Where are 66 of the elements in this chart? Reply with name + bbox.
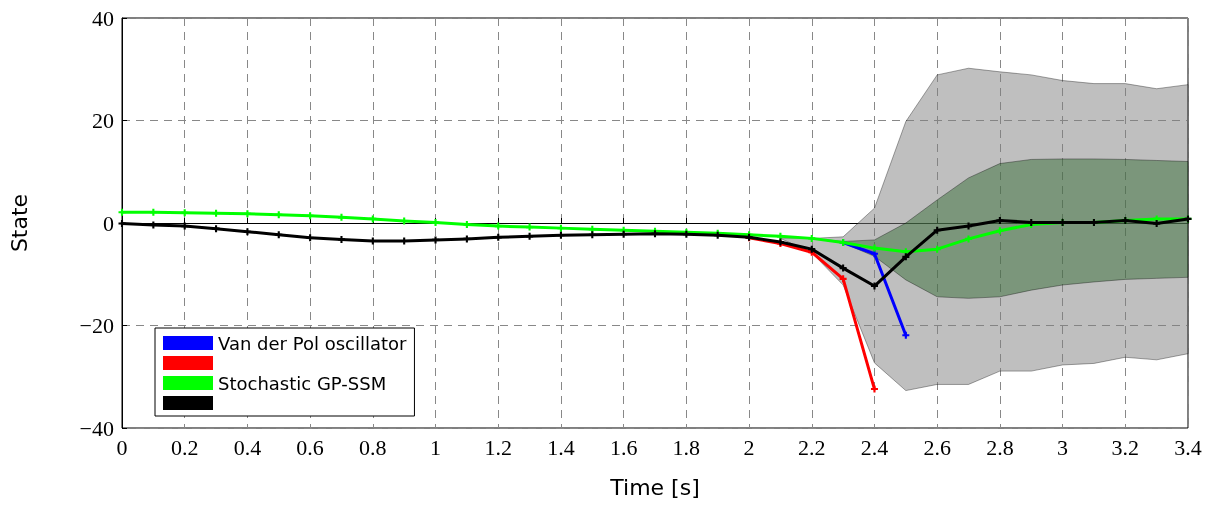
- x-tick-label: 1.6: [609, 434, 638, 460]
- y-tick-label: 20: [92, 108, 114, 133]
- point: [149, 208, 157, 216]
- y-tick-label: −40: [79, 415, 114, 441]
- point: [965, 222, 973, 230]
- point: [275, 231, 283, 239]
- point: [526, 232, 534, 240]
- point: [275, 211, 283, 219]
- x-tick-label: 2.2: [798, 434, 826, 460]
- x-tick-label: 1.2: [484, 434, 512, 460]
- point: [933, 226, 941, 234]
- point: [306, 234, 314, 242]
- point: [965, 235, 973, 243]
- point: [463, 235, 471, 243]
- point: [996, 216, 1004, 224]
- point: [494, 222, 502, 230]
- point: [839, 275, 847, 283]
- x-axis-title: Time [s]: [609, 474, 700, 500]
- x-tick-label: 1.8: [672, 434, 701, 460]
- point: [181, 209, 189, 217]
- point: [839, 264, 847, 272]
- point: [306, 212, 314, 220]
- x-tick-label: 0.8: [359, 434, 387, 460]
- point: [620, 230, 628, 238]
- y-tick-label: 0: [103, 210, 114, 236]
- point: [588, 231, 596, 239]
- x-tick-label: 0.6: [296, 434, 324, 460]
- point: [463, 221, 471, 229]
- legend-label: Stochastic GP-SSM: [218, 372, 387, 394]
- point: [870, 385, 878, 393]
- x-tick-label: 2.8: [986, 434, 1014, 460]
- point: [902, 253, 910, 261]
- x-tick-label: 1.4: [547, 434, 575, 460]
- x-tick-label: 0.4: [233, 434, 262, 460]
- point: [526, 223, 534, 231]
- legend-label: Van der Pol oscillator: [218, 332, 408, 354]
- point: [494, 233, 502, 241]
- point: [369, 215, 377, 223]
- point: [870, 244, 878, 252]
- x-tick-label: 2.6: [923, 434, 951, 460]
- point: [557, 224, 565, 232]
- x-tick-label: 1: [430, 434, 442, 460]
- y-tick-label: 40: [92, 5, 114, 31]
- x-tick-label: 3.4: [1174, 434, 1202, 460]
- point: [870, 282, 878, 290]
- point: [118, 220, 126, 228]
- point: [243, 210, 251, 218]
- point: [808, 234, 816, 242]
- x-tick-label: 2: [743, 434, 755, 460]
- x-tick-label: 0.2: [170, 434, 199, 460]
- point: [212, 209, 220, 217]
- point: [337, 213, 345, 221]
- point: [902, 331, 910, 339]
- x-tick-label: 3: [1057, 434, 1069, 460]
- y-tick-label: −20: [79, 313, 114, 338]
- point: [337, 235, 345, 243]
- y-axis-title: State: [6, 193, 32, 253]
- point: [996, 227, 1004, 235]
- point: [557, 231, 565, 239]
- point: [1153, 220, 1161, 228]
- point: [432, 236, 440, 244]
- point: [432, 218, 440, 226]
- point: [118, 208, 126, 216]
- x-tick-label: 2.4: [860, 434, 889, 460]
- point: [181, 222, 189, 230]
- x-tick-label: 3.2: [1111, 434, 1140, 460]
